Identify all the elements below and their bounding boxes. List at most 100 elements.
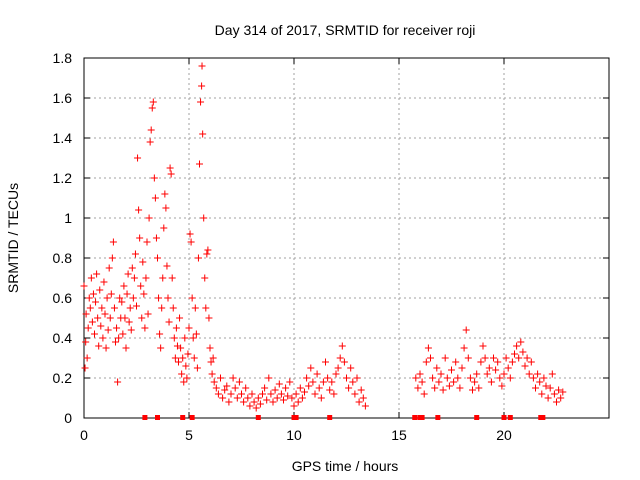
data-point <box>194 254 202 262</box>
data-point <box>527 358 535 366</box>
zero-marker <box>255 415 261 420</box>
zero-value-markers <box>142 415 546 420</box>
y-tick-label: 1.2 <box>53 170 73 186</box>
data-point <box>212 384 220 392</box>
data-point <box>412 374 420 382</box>
data-point <box>151 194 159 202</box>
data-point <box>206 344 214 352</box>
data-point <box>252 404 260 412</box>
data-point <box>233 394 241 402</box>
data-point <box>519 348 527 356</box>
data-point <box>133 302 140 310</box>
data-point <box>110 304 118 312</box>
data-point <box>536 378 544 386</box>
data-point <box>189 334 197 342</box>
data-point <box>280 396 287 404</box>
data-point <box>492 366 500 374</box>
data-point <box>456 384 464 392</box>
x-tick-label: 15 <box>391 427 407 443</box>
zero-marker <box>501 415 507 420</box>
data-point <box>246 402 254 410</box>
data-point <box>424 344 432 352</box>
data-point <box>124 270 132 278</box>
data-point <box>128 264 136 272</box>
data-point <box>284 392 292 400</box>
data-point <box>137 282 145 290</box>
data-point <box>292 390 300 398</box>
data-point <box>82 338 90 346</box>
data-point <box>187 238 195 246</box>
data-point <box>490 354 497 362</box>
data-point <box>102 344 110 352</box>
data-point <box>88 318 96 326</box>
data-point <box>165 318 173 326</box>
zero-marker <box>327 415 333 420</box>
data-point <box>214 390 222 398</box>
data-point <box>199 130 207 138</box>
data-point <box>261 384 269 392</box>
data-point <box>120 282 128 290</box>
data-point <box>159 274 167 282</box>
data-point <box>525 370 533 378</box>
data-point <box>93 270 101 278</box>
y-tick-label: 0.8 <box>53 250 73 266</box>
data-point <box>351 390 359 398</box>
data-point <box>334 364 342 372</box>
plot-frame <box>83 57 610 419</box>
data-point <box>152 234 160 242</box>
data-point <box>135 206 143 214</box>
data-point <box>443 374 451 382</box>
data-point <box>286 378 294 386</box>
data-point <box>168 274 176 282</box>
data-point <box>86 304 94 312</box>
zero-marker <box>142 415 148 420</box>
data-point <box>485 364 493 372</box>
data-point <box>114 378 122 386</box>
data-point <box>458 364 466 372</box>
data-point <box>431 384 439 392</box>
data-point <box>353 374 361 382</box>
data-point <box>134 154 142 162</box>
data-point <box>103 294 111 302</box>
data-point <box>129 294 137 302</box>
zero-marker <box>507 415 513 420</box>
data-point <box>177 344 185 352</box>
data-point <box>200 214 208 222</box>
data-point <box>471 378 479 386</box>
data-point <box>466 374 474 382</box>
data-point <box>338 342 346 350</box>
data-point <box>192 330 200 338</box>
data-point <box>107 290 115 298</box>
data-point <box>504 364 512 372</box>
data-point <box>225 398 233 406</box>
data-point <box>240 398 248 406</box>
data-point <box>256 400 264 408</box>
y-tick-label: 0 <box>64 410 72 426</box>
data-point <box>534 370 542 378</box>
data-point <box>191 304 199 312</box>
data-point <box>420 390 428 398</box>
data-point <box>160 224 168 232</box>
data-point <box>144 310 152 318</box>
data-point <box>169 304 177 312</box>
data-point <box>315 384 323 392</box>
data-point <box>309 378 317 386</box>
data-point <box>416 370 424 378</box>
data-point <box>511 350 518 358</box>
y-tick-label: 1.8 <box>53 50 73 66</box>
data-point <box>196 160 203 168</box>
data-point <box>336 354 344 362</box>
data-point <box>108 254 116 262</box>
data-point <box>231 384 239 392</box>
data-point <box>555 386 563 394</box>
data-point <box>548 370 556 378</box>
data-point <box>500 370 508 378</box>
data-point <box>317 394 325 402</box>
data-point <box>180 378 188 386</box>
x-axis-ticks: 0 5 10 15 20 <box>80 58 512 443</box>
zero-marker <box>180 415 186 420</box>
data-point <box>116 294 124 302</box>
data-point <box>345 384 353 392</box>
data-point <box>142 274 150 282</box>
